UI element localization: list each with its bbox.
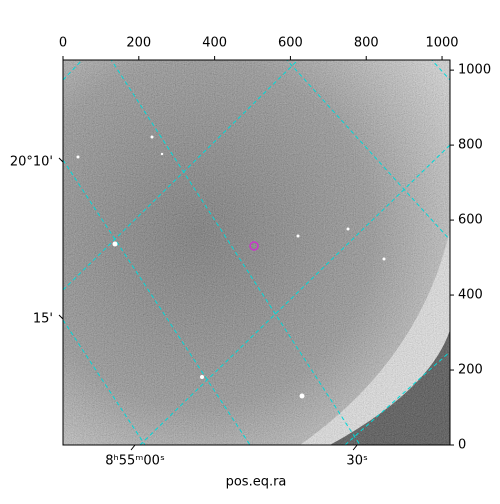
ra-tick-label: 30ˢ [346,454,368,469]
stars [76,135,386,399]
y-tick-label: 600 [458,213,483,228]
coordinate-grid [63,60,450,445]
dec-tick [58,157,64,163]
target-marker [249,241,259,251]
x-tick-label: 600 [278,36,303,51]
x-tick-label: 400 [202,36,227,51]
y-tick-label: 0 [458,438,466,453]
sky-image [63,60,450,445]
x-tick-label: 0 [59,36,67,51]
dec-tick-label: 20°10' [10,154,53,169]
dec-tick [58,314,64,320]
y-tick-label: 200 [458,363,483,378]
x-tick-label: 1000 [425,36,458,51]
dec-tick-label: 15' [33,312,53,327]
y-tick-label: 1000 [458,63,491,78]
x-tick-label: 800 [354,36,379,51]
y-tick-label: 800 [458,138,483,153]
x-tick-label: 200 [126,36,151,51]
x-axis-label: pos.eq.ra [226,475,287,490]
ra-tick-label: 8ʰ55ᵐ00ˢ [105,454,165,469]
y-tick-label: 400 [458,288,483,303]
ra-tick [352,444,358,451]
plot-frame [62,59,451,446]
ra-tick [130,444,136,451]
